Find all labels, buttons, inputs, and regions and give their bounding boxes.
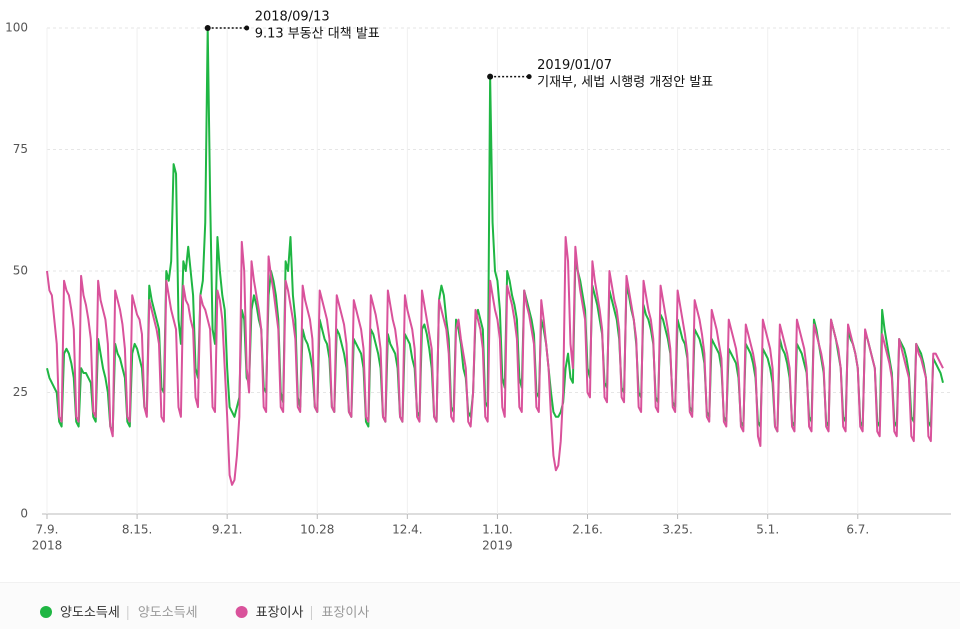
annotation-end [244,25,250,31]
legend-marker [40,606,52,618]
annotation-point [204,25,211,31]
y-tick-label: 75 [13,142,28,156]
y-tick-label: 0 [20,507,28,521]
x-tick-label: 7.9. [36,523,59,537]
x-year-label: 2019 [482,539,513,553]
x-tick-label: 8.15. [122,523,153,537]
x-year-label: 2018 [32,539,63,553]
x-tick-label: 1.10. [482,523,513,537]
x-tick-label: 5.1. [756,523,779,537]
annotation-text: 9.13 부동산 대책 발표 [255,27,380,42]
annotation-date: 2018/09/13 [255,10,330,25]
annotation-point [487,73,494,80]
annotation-date: 2019/01/07 [537,58,612,73]
x-tick-label: 6.7. [846,523,869,537]
legend-label-secondary: 표장이사 [321,606,369,621]
x-tick-label: 3.25. [662,523,693,537]
annotation-text: 기재부, 세법 시행령 개정안 발표 [537,74,713,90]
x-tick-label: 2.16. [572,523,603,537]
legend-marker [235,606,248,618]
y-tick-label: 25 [13,385,28,399]
series-line [46,235,944,486]
legend-box [0,583,960,629]
x-tick-label: 10.28 [300,523,334,537]
y-tick-label: 50 [13,264,28,278]
annotation-end [526,74,532,80]
legend-label-secondary: 양도소득세 [138,606,198,621]
x-tick-label: 9.21. [212,523,243,537]
x-tick-label: 12.4. [392,523,423,537]
y-tick-label: 100 [5,21,28,35]
legend-label: 표장이사 [256,606,304,621]
legend-label: 양도소득세 [60,606,120,621]
